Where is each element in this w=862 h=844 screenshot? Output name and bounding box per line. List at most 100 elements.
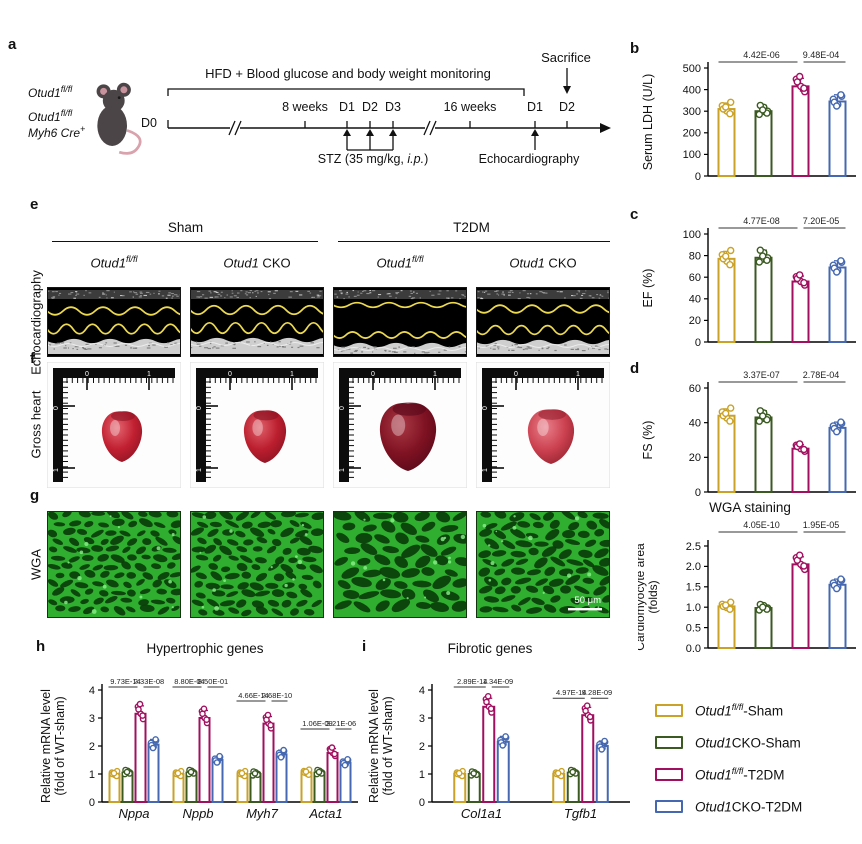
data-point (800, 445, 808, 454)
panel-letter-b: b (630, 40, 640, 57)
gene-label: Nppb (182, 806, 213, 821)
data-point (598, 746, 605, 753)
bar (717, 605, 736, 650)
bar (581, 714, 595, 804)
bar (496, 740, 510, 804)
bar-chart: EF (%) 0 20 40 60 80 100 4.77E-08 7.20E-05 (641, 216, 856, 349)
y-tick-label: 100 (683, 149, 701, 161)
m-mode-trace (475, 287, 638, 357)
timeline-tick-d3: D3 (385, 100, 401, 114)
data-point (726, 261, 734, 269)
echocardiography-timeline-label: Echocardiography (478, 152, 580, 166)
data-point (344, 756, 351, 763)
data-point (135, 706, 142, 713)
data-point (328, 744, 336, 751)
y-tick-label: 3 (89, 713, 95, 725)
ruler-number: 1 (576, 371, 580, 378)
column-label-otud1flox-sham: Otud1fl/fl (90, 254, 138, 271)
data-point (554, 769, 562, 777)
wga-staining-image-1 (47, 509, 185, 623)
scale-bar-label: 50 μm (574, 595, 601, 606)
y-tick-label: 200 (683, 128, 701, 140)
bar (754, 110, 773, 177)
data-point (721, 601, 730, 609)
bar-chart: Serum LDH (U/L) 0 100 200 300 400 500 4.42E-06 9… (641, 50, 856, 183)
bar-chart: FS (%) 0 20 40 60 3.37E-07 2.78E-04 (641, 370, 856, 499)
p-value: 1.34E-09 (483, 677, 513, 686)
bar (828, 426, 847, 493)
legend-item: Otud1CKO-T2DM (655, 790, 860, 822)
endocardium-trace-bottom (189, 321, 347, 335)
ruler-number: 0 (85, 371, 89, 378)
data-point (721, 103, 730, 111)
data-point (152, 736, 159, 743)
gene-label: Myh7 (246, 806, 279, 821)
y-tick-label: 40 (689, 417, 701, 429)
p-value: 9.73E-14 (110, 677, 140, 686)
timeline-tick-d1-echo: D1 (527, 100, 543, 114)
bar (275, 753, 288, 803)
y-axis-label: EF (%) (641, 269, 655, 308)
heart-shape (527, 409, 575, 465)
wga-fluorescence (332, 510, 471, 618)
bar (791, 85, 810, 177)
ruler-number: 1 (339, 468, 346, 472)
heart-photo: 0 1 0 1 (189, 361, 325, 489)
y-tick-label: 1 (419, 769, 425, 781)
data-point (726, 417, 734, 425)
ruler-number: 0 (228, 371, 232, 378)
heart-shape (101, 411, 143, 462)
timeline-arrowhead (600, 123, 611, 133)
data-point (837, 257, 845, 265)
p-value: 2.33E-08 (134, 677, 164, 686)
panel-letter-a: a (8, 36, 17, 53)
y-tick-label: 0 (419, 797, 425, 809)
p-value: 7.20E-05 (803, 216, 840, 226)
data-point (149, 744, 157, 752)
echocardiography-arrow (531, 129, 539, 150)
group-legend: Otud1fl/fl-Sham Otud1CKO-Sham Otud1fl/fl… (655, 694, 860, 822)
p-value: 4.05E-10 (743, 520, 780, 530)
genotype-cko-label-line1: Otud1fl/fl (28, 108, 73, 124)
bar (717, 414, 736, 494)
legend-swatch-flox-t2dm (655, 767, 683, 781)
ruler-number: 1 (290, 371, 294, 378)
data-point (470, 770, 477, 777)
bar (198, 717, 211, 803)
y-tick-label: 100 (683, 229, 701, 241)
group-header-t2dm: T2DM (453, 220, 490, 235)
bar (339, 761, 352, 804)
data-point (832, 584, 841, 593)
ruler-vertical (53, 368, 63, 482)
grouped-bar-chart: Relative mRNA level (fold of WT-sham) 0 1 2 3… (39, 677, 358, 821)
data-point (726, 246, 735, 255)
ruler-vertical (339, 368, 349, 482)
legend-item: Otud1fl/fl-Sham (655, 694, 860, 726)
bar (262, 722, 275, 803)
panel-letter-h: h (36, 638, 46, 655)
data-point (251, 770, 259, 777)
bar (754, 607, 773, 649)
m-mode-trace (332, 287, 495, 357)
ruler-number: 0 (339, 406, 346, 410)
gene-label: Col1a1 (461, 806, 502, 821)
data-point (341, 761, 349, 769)
y-tick-label: 1.5 (686, 582, 701, 594)
data-point (203, 716, 210, 724)
row-label-echocardiography: Echocardiography (28, 270, 44, 375)
ruler-number: 0 (371, 371, 375, 378)
wga-staining-image-4: 50 μm (476, 509, 615, 623)
sacrifice-label: Sacrifice (541, 50, 591, 65)
y-tick-label: 80 (689, 250, 701, 262)
timeline-diagram (96, 68, 611, 155)
bar (791, 280, 810, 343)
bar (595, 745, 609, 803)
stz-label: STZ (35 mg/kg, i.p.) (317, 152, 429, 166)
echocardiography-image-3 (332, 287, 495, 362)
data-point (280, 746, 287, 754)
gross-heart-image-1: 0 1 0 1 (46, 361, 182, 493)
sacrifice-arrow (563, 68, 571, 94)
ruler-number: 1 (433, 371, 437, 378)
data-point (267, 721, 274, 729)
